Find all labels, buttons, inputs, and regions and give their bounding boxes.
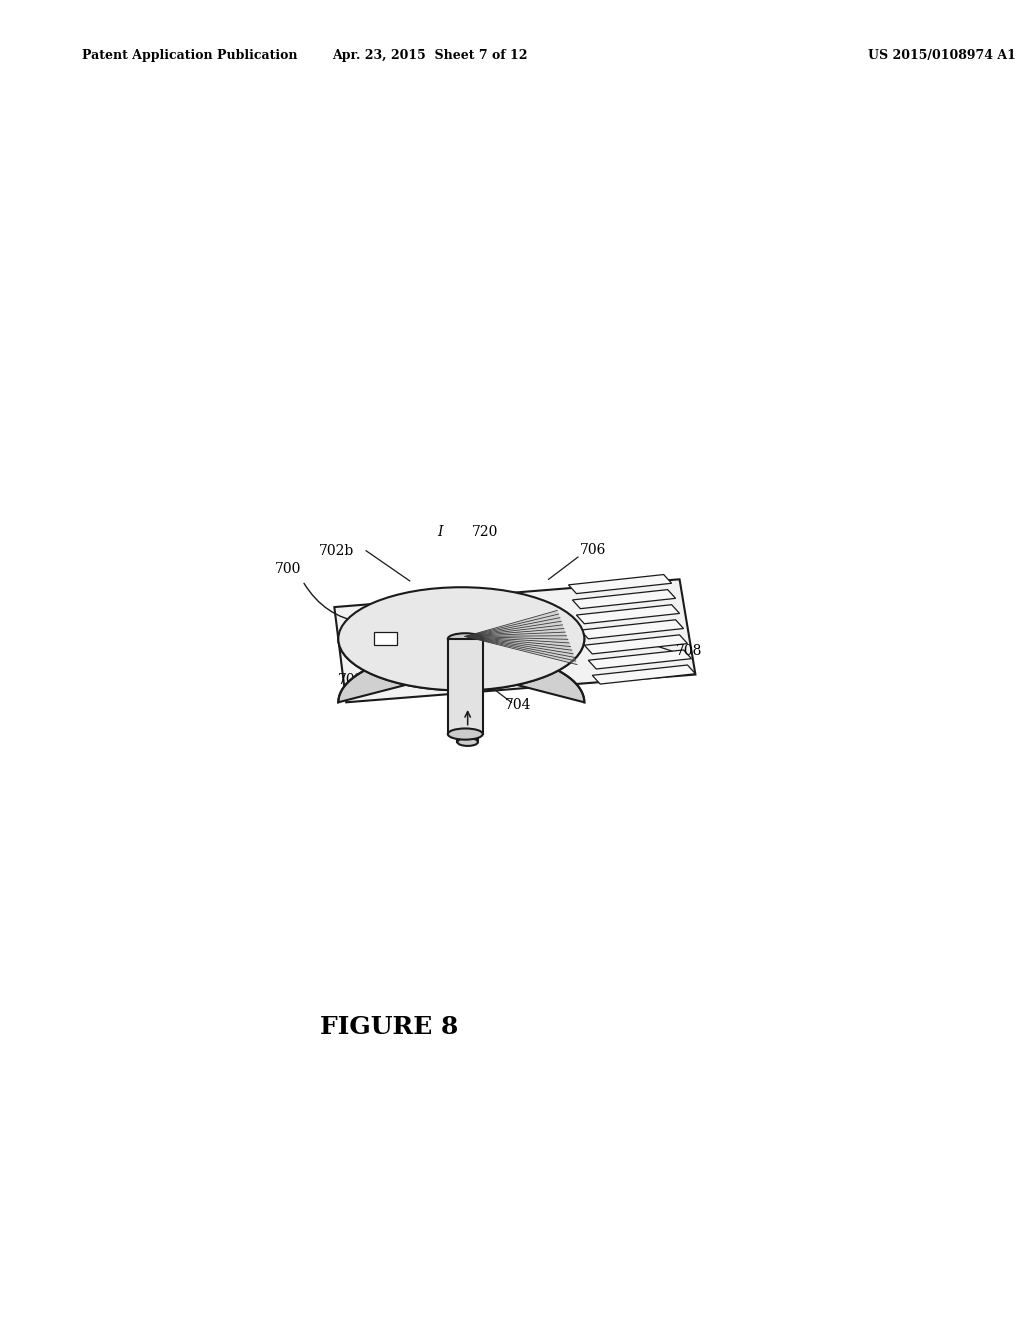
Polygon shape (374, 632, 397, 645)
Polygon shape (454, 648, 477, 673)
Ellipse shape (338, 587, 585, 690)
Text: 702b: 702b (318, 544, 353, 558)
Polygon shape (581, 620, 684, 639)
Text: I: I (437, 525, 443, 540)
Text: US 2015/0108974 A1: US 2015/0108974 A1 (868, 49, 1016, 62)
Ellipse shape (447, 634, 482, 644)
Polygon shape (588, 649, 691, 669)
Polygon shape (338, 639, 585, 702)
Text: 700: 700 (274, 562, 301, 576)
Polygon shape (577, 605, 680, 624)
Text: 706: 706 (581, 543, 607, 557)
Ellipse shape (458, 738, 478, 746)
Polygon shape (458, 702, 478, 742)
Polygon shape (592, 665, 695, 684)
Polygon shape (447, 639, 482, 734)
Ellipse shape (447, 729, 482, 739)
Text: FIGURE 8: FIGURE 8 (319, 1015, 459, 1039)
Text: 708: 708 (676, 644, 702, 657)
Polygon shape (585, 635, 687, 653)
Polygon shape (334, 579, 695, 702)
Text: Apr. 23, 2015  Sheet 7 of 12: Apr. 23, 2015 Sheet 7 of 12 (333, 49, 527, 62)
Polygon shape (568, 574, 672, 594)
Text: Patent Application Publication: Patent Application Publication (82, 49, 297, 62)
Text: 702a: 702a (338, 673, 373, 686)
Polygon shape (465, 610, 578, 664)
Text: 720: 720 (472, 525, 498, 540)
Text: 704: 704 (505, 698, 531, 711)
Polygon shape (572, 590, 676, 609)
